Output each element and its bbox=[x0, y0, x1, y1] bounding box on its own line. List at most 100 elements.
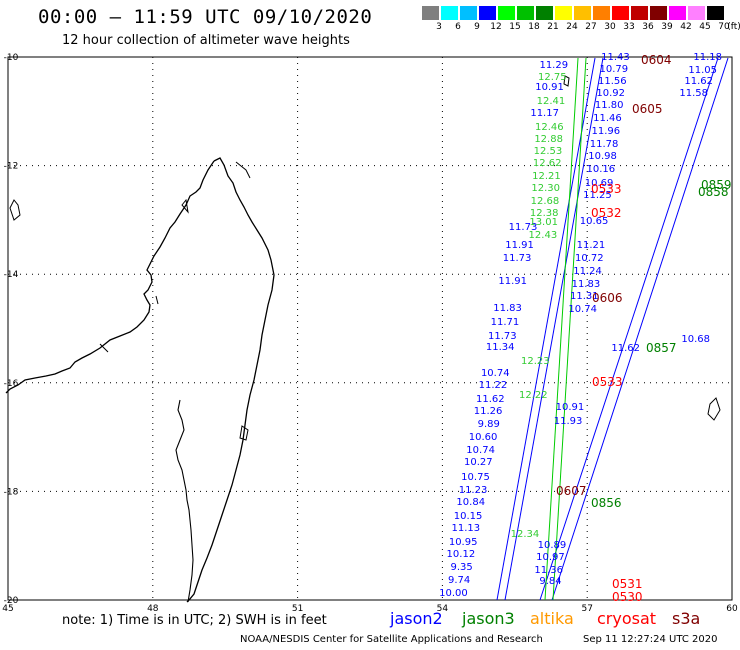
legend-tick: 33 bbox=[623, 22, 635, 32]
track-value-label: 11.56 bbox=[598, 76, 627, 87]
track-value-label: 10.74 bbox=[481, 368, 510, 379]
legend-swatch bbox=[517, 6, 534, 20]
legend-tick: 30 bbox=[604, 22, 616, 32]
legend-swatch bbox=[593, 6, 610, 20]
satellite-s3a: s3a bbox=[672, 609, 701, 628]
track-value-label: 10.00 bbox=[439, 588, 468, 599]
lat-tick-label: -14 bbox=[4, 270, 19, 280]
time-label: 0533 bbox=[591, 182, 622, 196]
track-value-label: 11.96 bbox=[591, 126, 620, 137]
legend-swatch bbox=[555, 6, 572, 20]
track-value-label: 12.46 bbox=[535, 122, 564, 133]
legend-swatch bbox=[669, 6, 686, 20]
satellite-jason3: jason3 bbox=[462, 609, 515, 628]
track-value-label: 12.53 bbox=[534, 146, 563, 157]
legend-swatch bbox=[688, 6, 705, 20]
track-value-label: 11.36 bbox=[534, 565, 563, 576]
track-value-label: 9.84 bbox=[539, 576, 561, 587]
legend-tick: 21 bbox=[547, 22, 559, 32]
legend-tick: 9 bbox=[474, 22, 480, 32]
track-value-label: 11.62 bbox=[611, 343, 640, 354]
track-value-label: 11.26 bbox=[474, 406, 503, 417]
satellite-jason2: jason2 bbox=[390, 609, 443, 628]
time-label: 0533 bbox=[592, 375, 623, 389]
time-label: 0604 bbox=[641, 53, 672, 67]
track-value-label: 10.12 bbox=[447, 549, 476, 560]
track-value-label: 12.23 bbox=[521, 356, 550, 367]
track-value-label: 10.84 bbox=[456, 497, 485, 508]
track-value-label: 11.24 bbox=[573, 266, 602, 277]
track-value-label: 10.15 bbox=[454, 511, 483, 522]
track-value-label: 11.46 bbox=[593, 113, 622, 124]
legend-swatch bbox=[631, 6, 648, 20]
legend-tick: 36 bbox=[642, 22, 654, 32]
legend-tick: 45 bbox=[699, 22, 711, 32]
lon-tick-label: 57 bbox=[581, 604, 592, 614]
track-value-label: 11.22 bbox=[479, 380, 508, 391]
chart-subtitle: 12 hour collection of altimeter wave hei… bbox=[62, 33, 350, 48]
time-label: 0607 bbox=[556, 484, 587, 498]
track-value-label: 9.89 bbox=[478, 419, 500, 430]
track-value-label: 12.43 bbox=[529, 230, 558, 241]
track-value-label: 10.16 bbox=[587, 164, 616, 175]
track-value-label: 11.91 bbox=[498, 276, 527, 287]
legend-swatch bbox=[707, 6, 724, 20]
track-value-label: 13.01 bbox=[529, 217, 558, 228]
track-value-label: 11.62 bbox=[476, 394, 505, 405]
axis-tick-labels: 45 48 51 54 57 60 -10 -12 -14 -16 -18 -20 bbox=[2, 53, 738, 614]
track-value-label: 10.75 bbox=[461, 472, 490, 483]
lat-tick-label: -16 bbox=[4, 379, 19, 389]
madagascar-coastline bbox=[5, 75, 721, 603]
legend-swatch bbox=[460, 6, 477, 20]
legend-unit: (ft) bbox=[727, 22, 740, 32]
legend-swatch bbox=[574, 6, 591, 20]
time-label: 0857 bbox=[646, 341, 677, 355]
time-label: 0532 bbox=[591, 206, 622, 220]
track-value-label: 12.38 bbox=[530, 208, 559, 219]
map-frame bbox=[7, 56, 733, 601]
map-border bbox=[7, 56, 733, 601]
legend-tick: 70 bbox=[718, 22, 730, 32]
lon-tick-label: 54 bbox=[437, 604, 449, 614]
track-value-label: 10.98 bbox=[588, 151, 617, 162]
satellite-altika: altika bbox=[530, 609, 574, 628]
track-value-label: 11.05 bbox=[688, 65, 717, 76]
track-value-label: 11.17 bbox=[530, 108, 559, 119]
track-value-label: 11.13 bbox=[451, 523, 480, 534]
track-value-label: 9.74 bbox=[448, 575, 470, 586]
track-value-label: 11.80 bbox=[595, 100, 624, 111]
lat-tick-label: -18 bbox=[4, 487, 19, 497]
track-value-label: 11.78 bbox=[590, 139, 619, 150]
track-value-label: 11.62 bbox=[684, 76, 713, 87]
track-value-label: 10.69 bbox=[585, 178, 614, 189]
track-value-label: 11.71 bbox=[491, 317, 520, 328]
track-value-label: 12.68 bbox=[531, 196, 560, 207]
credit-org: NOAA/NESDIS Center for Satellite Applica… bbox=[240, 634, 543, 645]
lat-tick-label: -12 bbox=[4, 162, 19, 172]
lon-tick-label: 60 bbox=[726, 604, 738, 614]
legend-swatch bbox=[441, 6, 458, 20]
time-label: 0856 bbox=[591, 496, 622, 510]
legend-swatch bbox=[536, 6, 553, 20]
legend-tick: 6 bbox=[455, 22, 461, 32]
legend-swatch bbox=[612, 6, 629, 20]
track-value-label: 11.34 bbox=[486, 342, 515, 353]
track-value-label: 10.91 bbox=[556, 402, 585, 413]
track-value-label: 11.83 bbox=[493, 303, 522, 314]
track-value-label: 11.73 bbox=[509, 222, 538, 233]
track-value-label: 12.22 bbox=[519, 390, 548, 401]
track-value-label: 10.60 bbox=[469, 432, 498, 443]
track-value-label: 12.62 bbox=[533, 158, 562, 169]
track-line bbox=[544, 57, 579, 601]
track-value-label: 12.21 bbox=[532, 171, 561, 182]
track-value-label: 12.34 bbox=[511, 529, 540, 540]
track-value-label: 10.91 bbox=[535, 82, 564, 93]
track-value-label: 10.72 bbox=[575, 253, 604, 264]
time-label: 0605 bbox=[632, 102, 663, 116]
track-value-label: 12.88 bbox=[534, 134, 563, 145]
track-value-label: 11.23 bbox=[459, 485, 488, 496]
time-label: 0606 bbox=[592, 291, 623, 305]
legend-swatch bbox=[650, 6, 667, 20]
lon-tick-label: 51 bbox=[292, 604, 303, 614]
